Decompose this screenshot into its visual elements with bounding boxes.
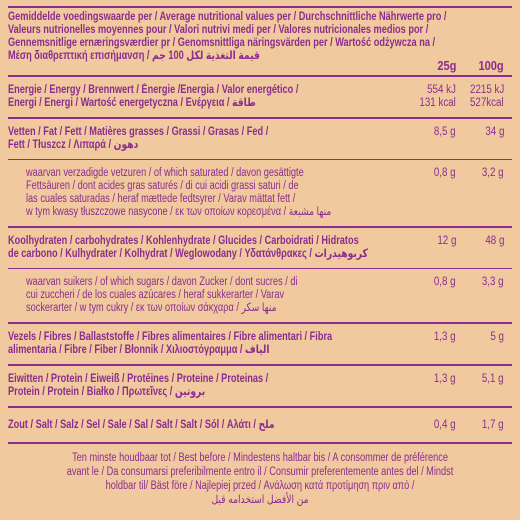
value-25g: 1,3 g — [434, 373, 456, 385]
header-line: Gemiddelde voedingswaarde per / Average … — [8, 11, 447, 23]
nutrient-label: Zout / Salt / Salz / Sel / Sale / Sal / … — [8, 418, 275, 431]
value-25g: 0,8 g — [434, 276, 456, 288]
sub-nutrient-label: sockerarter / w tym cukry / εκ των οποίω… — [26, 302, 277, 314]
column-heading: 100g — [478, 58, 504, 73]
footer-line: holdbar til/ Bäst före / Najlepiej przed… — [105, 480, 415, 492]
separator — [8, 364, 512, 366]
nutrient-label: Vetten / Fat / Fett / Matières grasses /… — [8, 126, 269, 138]
header-line: Valeurs nutrionelles moyennes pour / Val… — [8, 24, 429, 36]
value-25g: 131 kcal — [419, 97, 456, 109]
sub-nutrient-label: w tym kwasy tłuszczowe nasycone / εκ των… — [26, 206, 332, 218]
separator — [8, 75, 512, 77]
nutrient-label: Eiwitten / Protein / Eiweiß / Protéines … — [8, 373, 269, 385]
sub-nutrient-label: cui zuccheri / de los cuales azúcares / … — [26, 289, 285, 301]
separator — [8, 117, 512, 119]
separator — [8, 406, 512, 408]
footer-line: من الأفضل استخدامه قبل — [211, 494, 309, 506]
value-25g: 1,3 g — [434, 331, 456, 343]
header-line: Gennemsnitlige ernæringsværdier pr / Gen… — [8, 37, 436, 49]
value-25g: 0,4 g — [434, 418, 456, 431]
value-25g: 0,8 g — [434, 167, 456, 179]
value-25g: 554 kJ — [427, 84, 456, 96]
nutrient-label: de carbono / Kulhydrater / Kolhydrat / W… — [8, 248, 368, 260]
value-100g: 5,1 g — [482, 373, 504, 385]
value-100g: 34 g — [484, 126, 504, 138]
sub-nutrient-label: waarvan suikers / of which sugars / davo… — [26, 276, 298, 288]
value-25g: 12 g — [436, 235, 456, 247]
sub-nutrient-label: waarvan verzadigde vetzuren / of which s… — [26, 167, 304, 179]
header-line: Μέση διαθρεπτική επισήμανση / قيمة التغذ… — [8, 50, 260, 62]
value-100g: 1,7 g — [482, 418, 504, 431]
sub-nutrient-label: Fettsäuren / dont acides gras saturés / … — [26, 180, 299, 192]
nutrient-label: Vezels / Fibres / Ballaststoffe / Fibres… — [8, 331, 333, 343]
nutrient-label: Protein / Protein / Białko / Πρωτεΐνες /… — [8, 386, 206, 398]
nutrient-label: alimentaria / Fibre / Fiber / Błonnik / … — [8, 344, 270, 356]
value-100g: 527kcal — [470, 97, 504, 109]
separator — [8, 6, 512, 8]
value-100g: 3,3 g — [482, 276, 504, 288]
separator — [8, 268, 512, 269]
value-100g: 5 g — [490, 331, 504, 343]
sub-nutrient-label: las cuales saturadas / heraf mættede fed… — [26, 193, 296, 205]
value-25g: 8,5 g — [434, 126, 456, 138]
separator — [8, 226, 512, 228]
value-100g: 3,2 g — [482, 167, 504, 179]
value-100g: 2215 kJ — [469, 84, 504, 96]
nutrient-label: Energie / Energy / Brennwert / Énergie /… — [8, 84, 299, 96]
column-heading: 25g — [436, 58, 456, 73]
separator — [8, 442, 512, 444]
separator — [8, 159, 512, 160]
footer-line: avant le / Da consumarsi preferibilmente… — [66, 466, 454, 478]
nutrient-label: Fett / Tłuszcz / Λιπαρά / دهون — [8, 139, 139, 151]
footer-line: Ten minste houdbaar tot / Best before / … — [72, 452, 448, 464]
nutrient-label: Energi / Energi / Wartość energetyczna /… — [8, 97, 256, 109]
nutrient-label: Koolhydraten / carbohydrates / Kohlenhyd… — [8, 235, 359, 247]
value-100g: 48 g — [484, 235, 504, 247]
separator — [8, 322, 512, 324]
